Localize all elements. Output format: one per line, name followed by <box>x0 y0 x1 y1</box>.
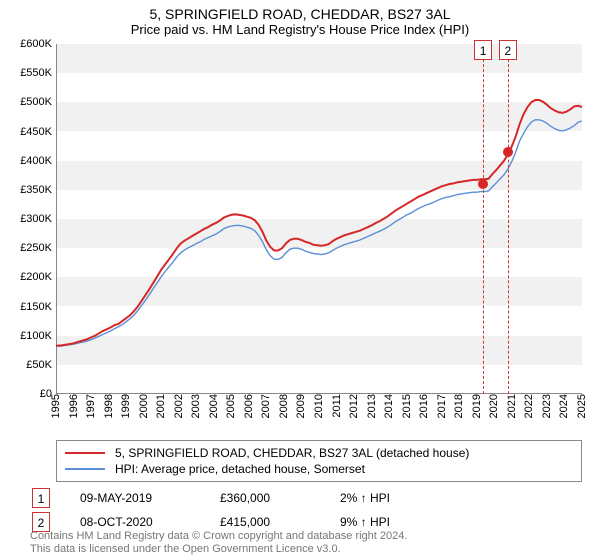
x-tick-label: 2005 <box>225 394 237 418</box>
legend-swatch <box>65 452 105 454</box>
x-tick-label: 1995 <box>50 394 62 418</box>
x-tick-label: 2015 <box>401 394 413 418</box>
sale-vline <box>483 44 484 394</box>
x-axis-labels: 1995199619971998199920002001200220032004… <box>56 394 582 434</box>
sale-date: 09-MAY-2019 <box>80 491 220 505</box>
legend-label: 5, SPRINGFIELD ROAD, CHEDDAR, BS27 3AL (… <box>115 446 469 460</box>
x-tick-label: 2008 <box>278 394 290 418</box>
x-tick-label: 2004 <box>208 394 220 418</box>
sale-vline <box>508 44 509 394</box>
x-tick-label: 2011 <box>331 394 343 418</box>
y-tick-label: £300K <box>20 213 56 225</box>
y-tick-label: £350K <box>20 184 56 196</box>
series-line <box>56 100 582 346</box>
x-tick-label: 2021 <box>506 394 518 418</box>
x-tick-label: 2020 <box>488 394 500 418</box>
x-tick-label: 2006 <box>243 394 255 418</box>
x-tick-label: 1999 <box>120 394 132 418</box>
sale-num: 1 <box>32 488 50 508</box>
legend-row: 5, SPRINGFIELD ROAD, CHEDDAR, BS27 3AL (… <box>65 445 573 461</box>
x-tick-label: 2010 <box>313 394 325 418</box>
x-tick-label: 2022 <box>523 394 535 418</box>
sale-diff: 9% ↑ HPI <box>340 515 460 529</box>
y-tick-label: £500K <box>20 96 56 108</box>
sale-price: £415,000 <box>220 515 340 529</box>
legend: 5, SPRINGFIELD ROAD, CHEDDAR, BS27 3AL (… <box>56 440 582 482</box>
x-tick-label: 2009 <box>295 394 307 418</box>
y-tick-label: £150K <box>20 301 56 313</box>
y-tick-label: £250K <box>20 242 56 254</box>
legend-swatch <box>65 468 105 470</box>
sale-marker <box>503 147 513 157</box>
x-tick-label: 2013 <box>366 394 378 418</box>
footer-line1: Contains HM Land Registry data © Crown c… <box>30 530 407 543</box>
x-tick-label: 2017 <box>436 394 448 418</box>
legend-row: HPI: Average price, detached house, Some… <box>65 461 573 477</box>
x-tick-label: 2003 <box>190 394 202 418</box>
sale-date: 08-OCT-2020 <box>80 515 220 529</box>
y-tick-label: £200K <box>20 271 56 283</box>
x-tick-label: 2018 <box>453 394 465 418</box>
y-tick-label: £50K <box>26 359 56 371</box>
y-tick-label: £100K <box>20 330 56 342</box>
x-tick-label: 2001 <box>155 394 167 418</box>
x-tick-label: 2012 <box>348 394 360 418</box>
sale-number-box: 2 <box>499 40 517 60</box>
x-tick-label: 2016 <box>418 394 430 418</box>
x-tick-label: 2025 <box>576 394 588 418</box>
x-tick-label: 2023 <box>541 394 553 418</box>
x-tick-label: 2000 <box>138 394 150 418</box>
y-tick-label: £600K <box>20 38 56 50</box>
sales-table: 109-MAY-2019£360,0002% ↑ HPI208-OCT-2020… <box>30 486 582 534</box>
x-tick-label: 2019 <box>471 394 483 418</box>
sale-price: £360,000 <box>220 491 340 505</box>
sale-marker <box>478 179 488 189</box>
x-tick-label: 2007 <box>260 394 272 418</box>
x-tick-label: 1998 <box>103 394 115 418</box>
y-tick-label: £400K <box>20 155 56 167</box>
legend-label: HPI: Average price, detached house, Some… <box>115 462 365 476</box>
chart-title: 5, SPRINGFIELD ROAD, CHEDDAR, BS27 3AL <box>0 0 600 22</box>
x-tick-label: 1997 <box>85 394 97 418</box>
sale-number-box: 1 <box>474 40 492 60</box>
x-tick-label: 2024 <box>558 394 570 418</box>
chart-subtitle: Price paid vs. HM Land Registry's House … <box>0 22 600 41</box>
y-tick-label: £550K <box>20 67 56 79</box>
x-tick-label: 2014 <box>383 394 395 418</box>
sale-row: 1 09-MAY-2019£360,0002% ↑ HPI <box>30 486 582 510</box>
footer-attribution: Contains HM Land Registry data © Crown c… <box>30 530 407 556</box>
sale-diff: 2% ↑ HPI <box>340 491 460 505</box>
y-tick-label: £450K <box>20 126 56 138</box>
footer-line2: This data is licensed under the Open Gov… <box>30 543 407 556</box>
x-tick-label: 2002 <box>173 394 185 418</box>
chart-svg <box>56 44 582 394</box>
x-tick-label: 1996 <box>68 394 80 418</box>
chart-plot-area: £0£50K£100K£150K£200K£250K£300K£350K£400… <box>56 44 582 394</box>
